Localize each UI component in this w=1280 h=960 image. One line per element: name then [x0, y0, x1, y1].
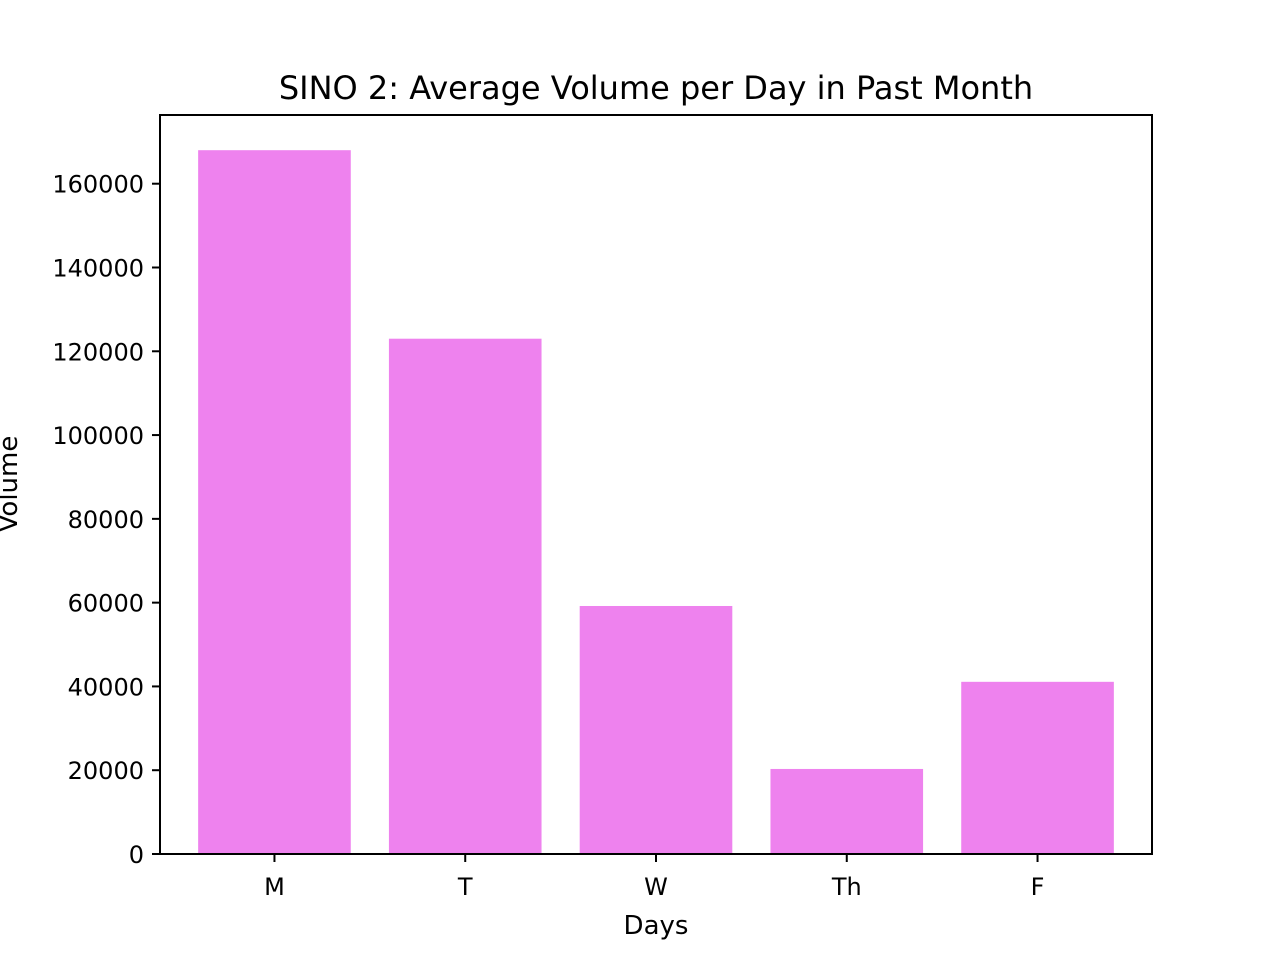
y-tick-label: 40000: [68, 673, 144, 701]
x-axis-ticks: M T W Th F: [264, 854, 1044, 901]
bar-t: [388, 338, 542, 855]
y-tick-label: 120000: [52, 338, 144, 366]
y-axis-label: Volume: [0, 436, 24, 533]
y-axis-ticks: 0 20000 40000 60000 80000 100000 120000 140000 1…: [52, 171, 160, 869]
x-axis-label: Days: [624, 911, 689, 941]
x-tick-label: W: [644, 873, 668, 901]
x-tick-label: F: [1031, 873, 1045, 901]
bar-th: [770, 768, 924, 854]
y-tick-label: 20000: [68, 757, 144, 785]
bar-m: [198, 150, 351, 854]
bar-f: [961, 681, 1114, 854]
y-tick-label: 160000: [52, 171, 144, 199]
chart-title: SINO 2: Average Volume per Day in Past M…: [279, 69, 1033, 107]
x-tick-label: T: [457, 873, 473, 901]
x-tick-label: Th: [831, 873, 862, 901]
y-tick-label: 0: [129, 841, 144, 869]
y-tick-label: 60000: [68, 590, 144, 618]
y-tick-label: 100000: [52, 422, 144, 450]
y-tick-label: 140000: [52, 254, 144, 282]
y-tick-label: 80000: [68, 506, 144, 534]
bars-layer: [198, 150, 1114, 855]
bar-w: [579, 605, 733, 854]
x-tick-label: M: [264, 873, 285, 901]
